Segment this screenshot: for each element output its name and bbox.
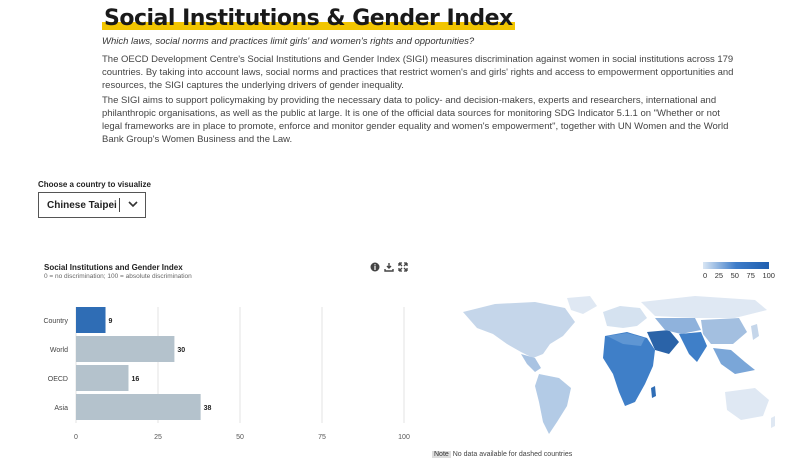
download-icon[interactable] — [384, 262, 394, 272]
bar-value-label: 9 — [109, 318, 113, 325]
country-select[interactable]: Chinese Taipei — [38, 192, 146, 218]
map-central-asia — [655, 318, 701, 334]
map-note: Note No data available for dashed countr… — [432, 451, 572, 458]
map-south-asia — [679, 332, 707, 362]
page-title: Social Institutions & Gender Index — [102, 6, 515, 31]
bar-value-label: 38 — [204, 405, 212, 412]
note-tag: Note — [432, 451, 451, 458]
map-madagascar — [651, 386, 656, 398]
world-map[interactable] — [455, 292, 775, 442]
expand-icon[interactable] — [398, 262, 408, 272]
chart-tools — [370, 262, 408, 272]
country-select-value: Chinese Taipei — [47, 199, 117, 211]
x-tick-label: 100 — [398, 434, 410, 441]
chevron-down-icon[interactable] — [126, 200, 140, 211]
bar-value-label: 16 — [131, 376, 139, 383]
legend-label: 100 — [762, 271, 775, 280]
bar[interactable] — [76, 307, 106, 333]
legend-label: 75 — [746, 271, 755, 280]
chart-subtitle: 0 = no discrimination; 100 = absolute di… — [44, 273, 192, 280]
map-africa — [603, 332, 655, 406]
map-middle-east — [647, 330, 679, 354]
bar[interactable] — [76, 336, 175, 362]
map-australia — [725, 388, 769, 420]
select-separator — [119, 198, 120, 212]
x-tick-label: 25 — [154, 434, 162, 441]
map-southeast-asia — [713, 348, 755, 374]
legend-label: 50 — [730, 271, 739, 280]
page-subtitle: Which laws, social norms and practices l… — [102, 36, 475, 47]
x-tick-label: 75 — [318, 434, 326, 441]
x-tick-label: 0 — [74, 434, 78, 441]
category-label: Country — [43, 318, 68, 325]
bar-chart: 0 25 50 75 100 Country 9 World 30 OECD 16 Asia 38 — [43, 307, 410, 441]
intro-paragraph-1: The OECD Development Centre's Social Ins… — [102, 54, 734, 91]
category-label: World — [50, 347, 68, 354]
intro-paragraph-2: The SIGI aims to support policymaking by… — [102, 95, 729, 145]
info-icon[interactable] — [370, 262, 380, 272]
bar-value-label: 30 — [177, 347, 185, 354]
map-russia — [641, 296, 767, 318]
chart-title: Social Institutions and Gender Index — [44, 263, 183, 272]
map-china — [701, 318, 747, 344]
legend-label: 25 — [714, 271, 724, 280]
legend-labels: 0 25 50 75 100 — [703, 271, 775, 280]
x-tick-label: 50 — [236, 434, 244, 441]
map-greenland — [567, 296, 597, 314]
category-label: Asia — [54, 405, 68, 412]
bar[interactable] — [76, 365, 129, 391]
map-europe — [603, 306, 647, 328]
note-text: No data available for dashed countries — [452, 451, 573, 458]
page-title-wrap: Social Institutions & Gender Index — [102, 6, 515, 31]
map-north-africa — [607, 333, 645, 346]
category-label: OECD — [48, 376, 68, 383]
map-japan — [751, 324, 759, 340]
map-south-america — [535, 374, 571, 434]
map-legend: 0 25 50 75 100 — [703, 262, 775, 280]
map-north-america — [463, 302, 575, 358]
map-new-zealand — [771, 416, 775, 428]
bar[interactable] — [76, 394, 201, 420]
legend-label: 0 — [703, 271, 708, 280]
map-central-america — [521, 354, 541, 372]
legend-gradient — [703, 262, 769, 269]
country-select-label: Choose a country to visualize — [38, 180, 151, 189]
